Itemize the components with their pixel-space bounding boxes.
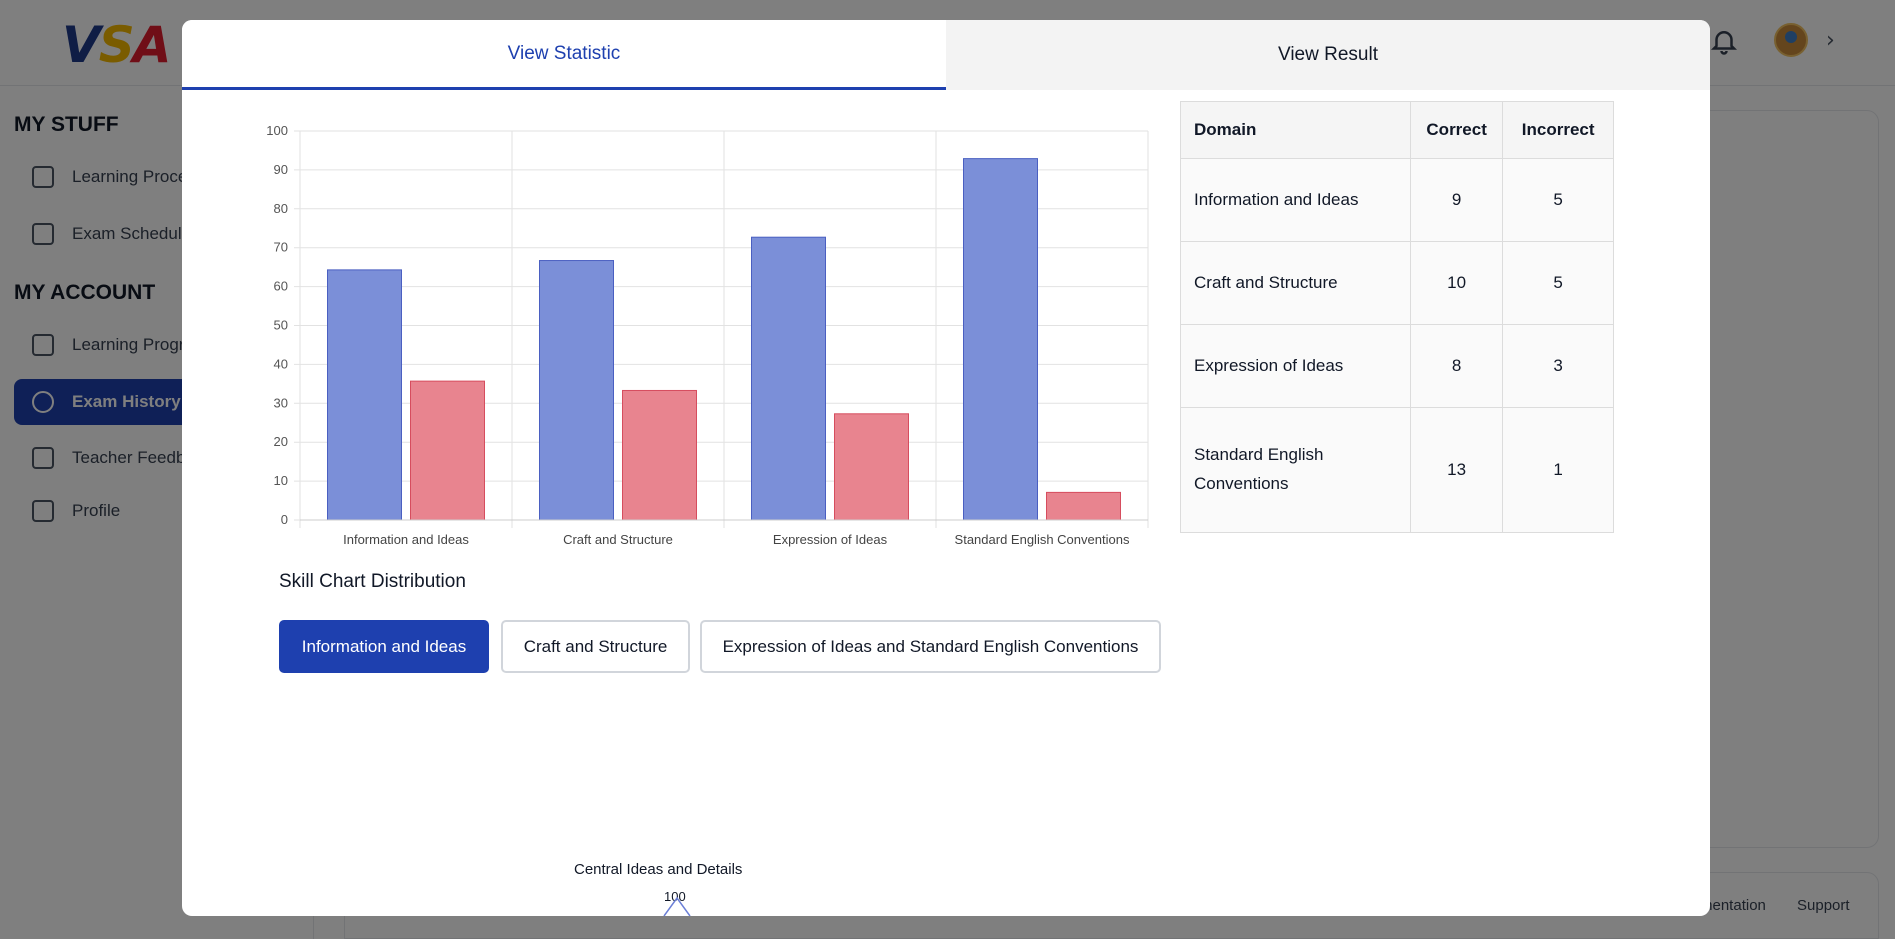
table-row: Information and Ideas 9 5 (1180, 158, 1614, 242)
cell-correct: 13 (1409, 407, 1504, 533)
x-tick-label: Expression of Ideas (773, 532, 888, 547)
cell-incorrect: 1 (1502, 407, 1614, 533)
cell-domain: Standard English Conventions (1180, 407, 1411, 533)
tab-view-result[interactable]: View Result (946, 20, 1710, 90)
skill-chart-title: Skill Chart Distribution (279, 571, 466, 592)
cell-correct: 10 (1409, 241, 1504, 325)
cell-domain: Information and Ideas (1180, 158, 1411, 242)
radar-axis-label: Central Ideas and Details (574, 861, 743, 878)
y-tick-label: 70 (274, 240, 288, 255)
domain-bar-chart: 0 10 20 30 40 50 60 70 80 90 100 Information and Id… (242, 100, 1362, 560)
bar (834, 413, 909, 521)
column-header-correct: Correct (1409, 101, 1504, 159)
skill-button-expression-and-conventions[interactable]: Expression of Ideas and Standard English… (700, 620, 1161, 673)
table-row: Expression of Ideas 8 3 (1180, 324, 1614, 408)
column-header-incorrect: Incorrect (1502, 101, 1614, 159)
bar (751, 236, 826, 521)
cell-incorrect: 5 (1502, 241, 1614, 325)
x-tick-label: Standard English Conventions (955, 532, 1130, 547)
bar (327, 269, 402, 521)
x-tick-label: Craft and Structure (563, 532, 673, 547)
cell-incorrect: 5 (1502, 158, 1614, 242)
y-tick-label: 90 (274, 162, 288, 177)
x-tick-label: Information and Ideas (343, 532, 469, 547)
bar (539, 260, 614, 521)
cell-domain: Craft and Structure (1180, 241, 1411, 325)
y-tick-label: 40 (274, 356, 288, 371)
radar-chart-shape (663, 896, 691, 916)
statistics-modal: View Statistic View Result 0 10 20 30 40 50 60… (182, 20, 1710, 916)
bar (622, 389, 697, 521)
y-tick-label: 0 (281, 512, 288, 527)
cell-correct: 8 (1409, 324, 1504, 408)
radar-tick-label: 100 (664, 889, 686, 904)
bar (1046, 491, 1121, 521)
table-row: Craft and Structure 10 5 (1180, 241, 1614, 325)
table-header-row: Domain Correct Incorrect (1180, 101, 1614, 159)
modal-tabs: View Statistic View Result (182, 20, 1710, 90)
cell-domain: Expression of Ideas (1180, 324, 1411, 408)
tab-view-statistic[interactable]: View Statistic (182, 20, 946, 90)
cell-correct: 9 (1409, 158, 1504, 242)
skill-button-information-and-ideas[interactable]: Information and Ideas (279, 620, 489, 673)
skill-button-craft-and-structure[interactable]: Craft and Structure (501, 620, 690, 673)
y-tick-label: 20 (274, 434, 288, 449)
y-tick-label: 60 (274, 279, 288, 294)
bar-chart-svg: 0 10 20 30 40 50 60 70 80 90 100 Information and Id… (266, 123, 1149, 547)
y-tick-label: 30 (274, 395, 288, 410)
y-tick-label: 80 (274, 201, 288, 216)
y-tick-label: 100 (266, 123, 288, 138)
y-tick-label: 10 (274, 473, 288, 488)
column-header-domain: Domain (1180, 101, 1411, 159)
cell-incorrect: 3 (1502, 324, 1614, 408)
bar (410, 380, 485, 521)
table-row: Standard English Conventions 13 1 (1180, 407, 1614, 533)
y-tick-label: 50 (274, 318, 288, 333)
domain-results-table: Domain Correct Incorrect Information and… (1180, 101, 1614, 533)
bar (963, 158, 1038, 521)
